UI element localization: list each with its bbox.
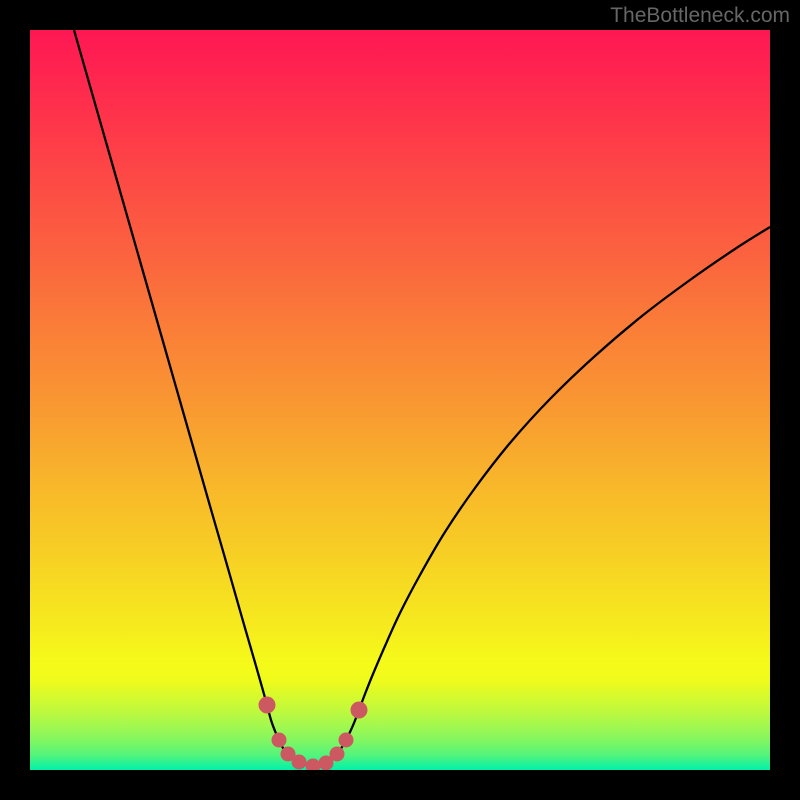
curve-marker: [259, 697, 276, 714]
plot-area: [30, 30, 770, 770]
curve-marker: [306, 759, 321, 771]
curve-marker: [272, 733, 287, 748]
attribution-text: TheBottleneck.com: [610, 4, 790, 28]
curve-marker: [339, 733, 354, 748]
chart-curve-layer: [30, 30, 770, 770]
curve-marker: [292, 755, 307, 770]
curve-marker: [330, 747, 345, 762]
bottleneck-curve: [74, 30, 770, 766]
curve-marker: [351, 702, 368, 719]
